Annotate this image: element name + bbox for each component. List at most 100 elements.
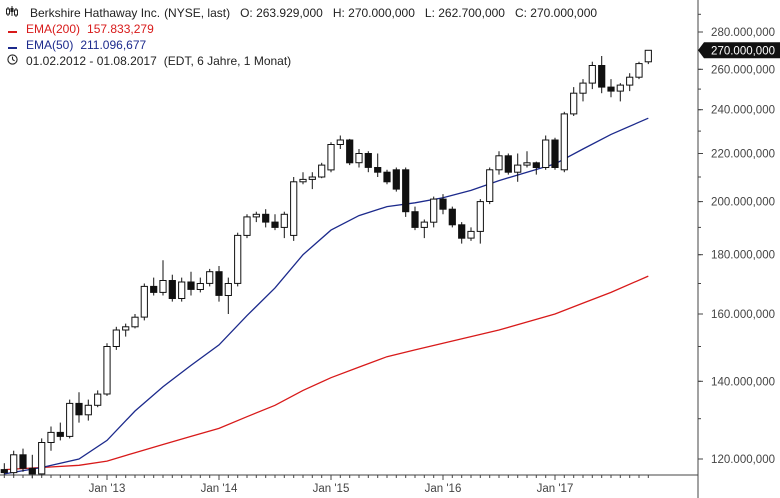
candle-body-up: [514, 164, 522, 173]
ema-line-ema50: [4, 117, 649, 475]
candle-body-down: [215, 271, 223, 296]
time-tick-label: Jan '17: [537, 483, 574, 495]
price-tick-label: 120.000,000: [711, 454, 775, 466]
candle: [430, 196, 438, 228]
candle-body-up: [486, 169, 494, 203]
price-tick-label: 160.000,000: [711, 309, 775, 321]
ema50-label: EMA(50): [26, 38, 74, 52]
candle-body-up: [252, 213, 260, 218]
ema50-swatch: [6, 37, 18, 53]
candle: [196, 277, 204, 293]
candle-body-down: [551, 139, 559, 168]
candle: [374, 153, 382, 177]
candle: [570, 87, 578, 116]
candle: [486, 167, 494, 205]
candles: [0, 49, 652, 479]
candle: [299, 172, 307, 185]
candle-body-up: [579, 82, 587, 94]
candle-body-down: [75, 402, 83, 416]
candle: [103, 343, 111, 396]
candlestick-icon: [6, 6, 18, 20]
candle: [383, 169, 391, 185]
candle-body-down: [0, 469, 8, 474]
candle: [234, 232, 242, 287]
candle-body-down: [346, 139, 354, 164]
candle-body-up: [467, 230, 475, 239]
candle-body-up: [420, 221, 428, 228]
price-tick-label: 140.000,000: [711, 376, 775, 388]
candle-body-down: [448, 208, 456, 226]
candle-body-up: [112, 329, 120, 347]
candle: [346, 138, 354, 166]
candle: [448, 206, 456, 228]
time-tick-label: Jan '15: [313, 483, 350, 495]
candle-body-up: [196, 283, 204, 290]
candle-body-up: [355, 153, 363, 164]
ema200-value: 157.833,279: [87, 22, 154, 36]
price-axis: 120.000,000 140.000,000 160.000,000 180.000…: [697, 0, 775, 498]
candle: [523, 151, 531, 168]
ema-lines: [4, 117, 649, 475]
candle-body-up: [159, 280, 167, 293]
candle-body-down: [607, 86, 615, 92]
candle-body-down: [56, 431, 64, 437]
candle: [392, 167, 400, 192]
candle-body-up: [476, 201, 484, 232]
candle: [159, 260, 167, 296]
candle: [364, 151, 372, 173]
candle-body-up: [84, 404, 92, 416]
candle-body-up: [495, 155, 503, 171]
legend-ema200-row: EMA(200) 157.833,279: [6, 21, 597, 37]
candle-body-down: [504, 155, 512, 173]
candle: [112, 326, 120, 350]
high-value: H: 270.000,000: [332, 6, 415, 20]
candle-body-down: [439, 198, 447, 210]
date-range: 01.02.2012 - 01.08.2017: [26, 54, 157, 68]
candle: [0, 463, 8, 476]
candle-body-up: [616, 84, 624, 92]
price-tick-label: 260.000,000: [711, 64, 775, 76]
candle-body-down: [168, 280, 176, 299]
ema200-swatch: [6, 21, 18, 37]
candle-body-up: [243, 216, 251, 236]
candle: [495, 151, 503, 175]
candle-body-down: [458, 224, 466, 239]
candle: [262, 209, 270, 228]
candle-body-down: [532, 162, 540, 169]
candle-body-up: [327, 144, 335, 171]
candle-body-down: [150, 285, 158, 293]
time-tick-label: Jan '16: [425, 483, 462, 495]
ema200-label: EMA(200): [26, 22, 81, 36]
candle: [19, 448, 27, 472]
candle: [542, 135, 550, 170]
candle-body-up: [178, 281, 186, 299]
candle-body-up: [570, 92, 578, 115]
candle: [458, 222, 466, 244]
legend-ema50-row: EMA(50) 211.096,677: [6, 37, 597, 53]
candle: [467, 227, 475, 241]
candle: [504, 153, 512, 175]
candle: [252, 211, 260, 223]
candle: [616, 83, 624, 102]
candle: [84, 399, 92, 421]
candle-body-up: [66, 402, 74, 437]
candle: [308, 172, 316, 190]
open-value: O: 263.929,000: [240, 6, 323, 20]
exchange-label: (NYSE, last): [164, 6, 231, 20]
candle: [607, 79, 615, 98]
candle-body-down: [262, 213, 270, 223]
candle: [150, 277, 158, 296]
candle-body-up: [644, 49, 652, 63]
candle-body-up: [94, 393, 102, 406]
candle-body-down: [187, 281, 195, 290]
candle: [532, 161, 540, 175]
candle-body-down: [402, 169, 410, 213]
candle: [644, 49, 652, 65]
candle-body-down: [374, 167, 382, 173]
candle-body-down: [271, 221, 279, 228]
time-axis: Jan '13 Jan '14 Jan '15 Jan '16 Jan '17: [0, 474, 698, 495]
candle: [290, 177, 298, 241]
candle-body-up: [635, 63, 643, 78]
candle-body-up: [234, 234, 242, 284]
instrument-name: Berkshire Hathaway Inc.: [30, 6, 161, 20]
